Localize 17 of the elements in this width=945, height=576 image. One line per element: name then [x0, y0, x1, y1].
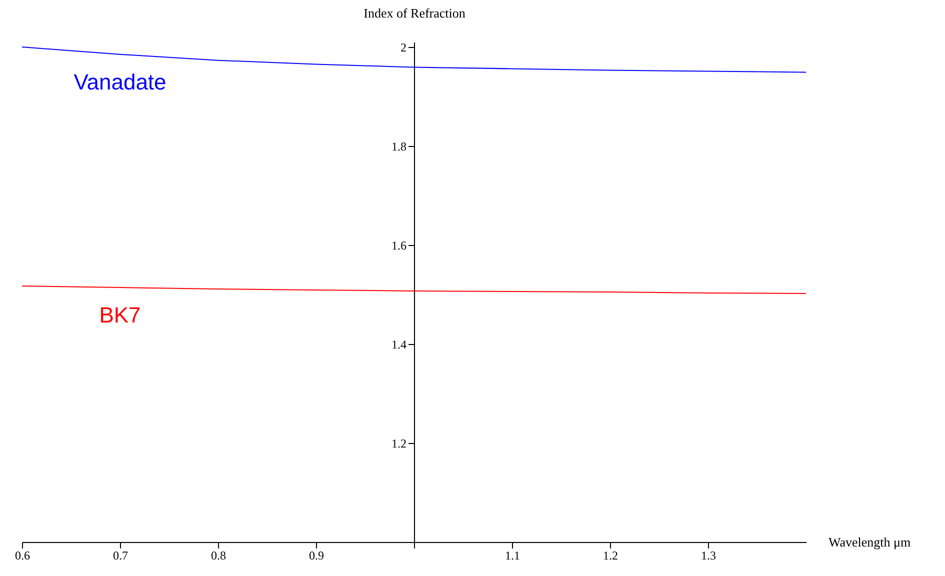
series-label: Vanadate: [74, 69, 166, 94]
x-tick-label: 0.7: [113, 548, 128, 562]
y-tick-label: 1.2: [392, 436, 406, 450]
x-tick-label: 0.6: [15, 548, 30, 562]
line-series: [22, 286, 806, 294]
x-tick-label: 1.1: [505, 548, 520, 562]
y-tick-label: 1.6: [392, 238, 406, 252]
x-tick-label: 0.8: [211, 548, 226, 562]
x-tick-label: 1.2: [603, 548, 618, 562]
y-tick-label: 2: [400, 40, 406, 54]
y-axis-title: Index of Refraction: [364, 6, 466, 20]
x-tick-label: 1.3: [701, 548, 716, 562]
y-tick-label: 1.8: [392, 139, 406, 154]
y-tick-label: 1.4: [392, 337, 406, 352]
series-label: BK7: [99, 302, 141, 328]
x-tick-label: 0.9: [309, 548, 324, 562]
x-axis-title: Wavelength μm: [828, 534, 911, 550]
